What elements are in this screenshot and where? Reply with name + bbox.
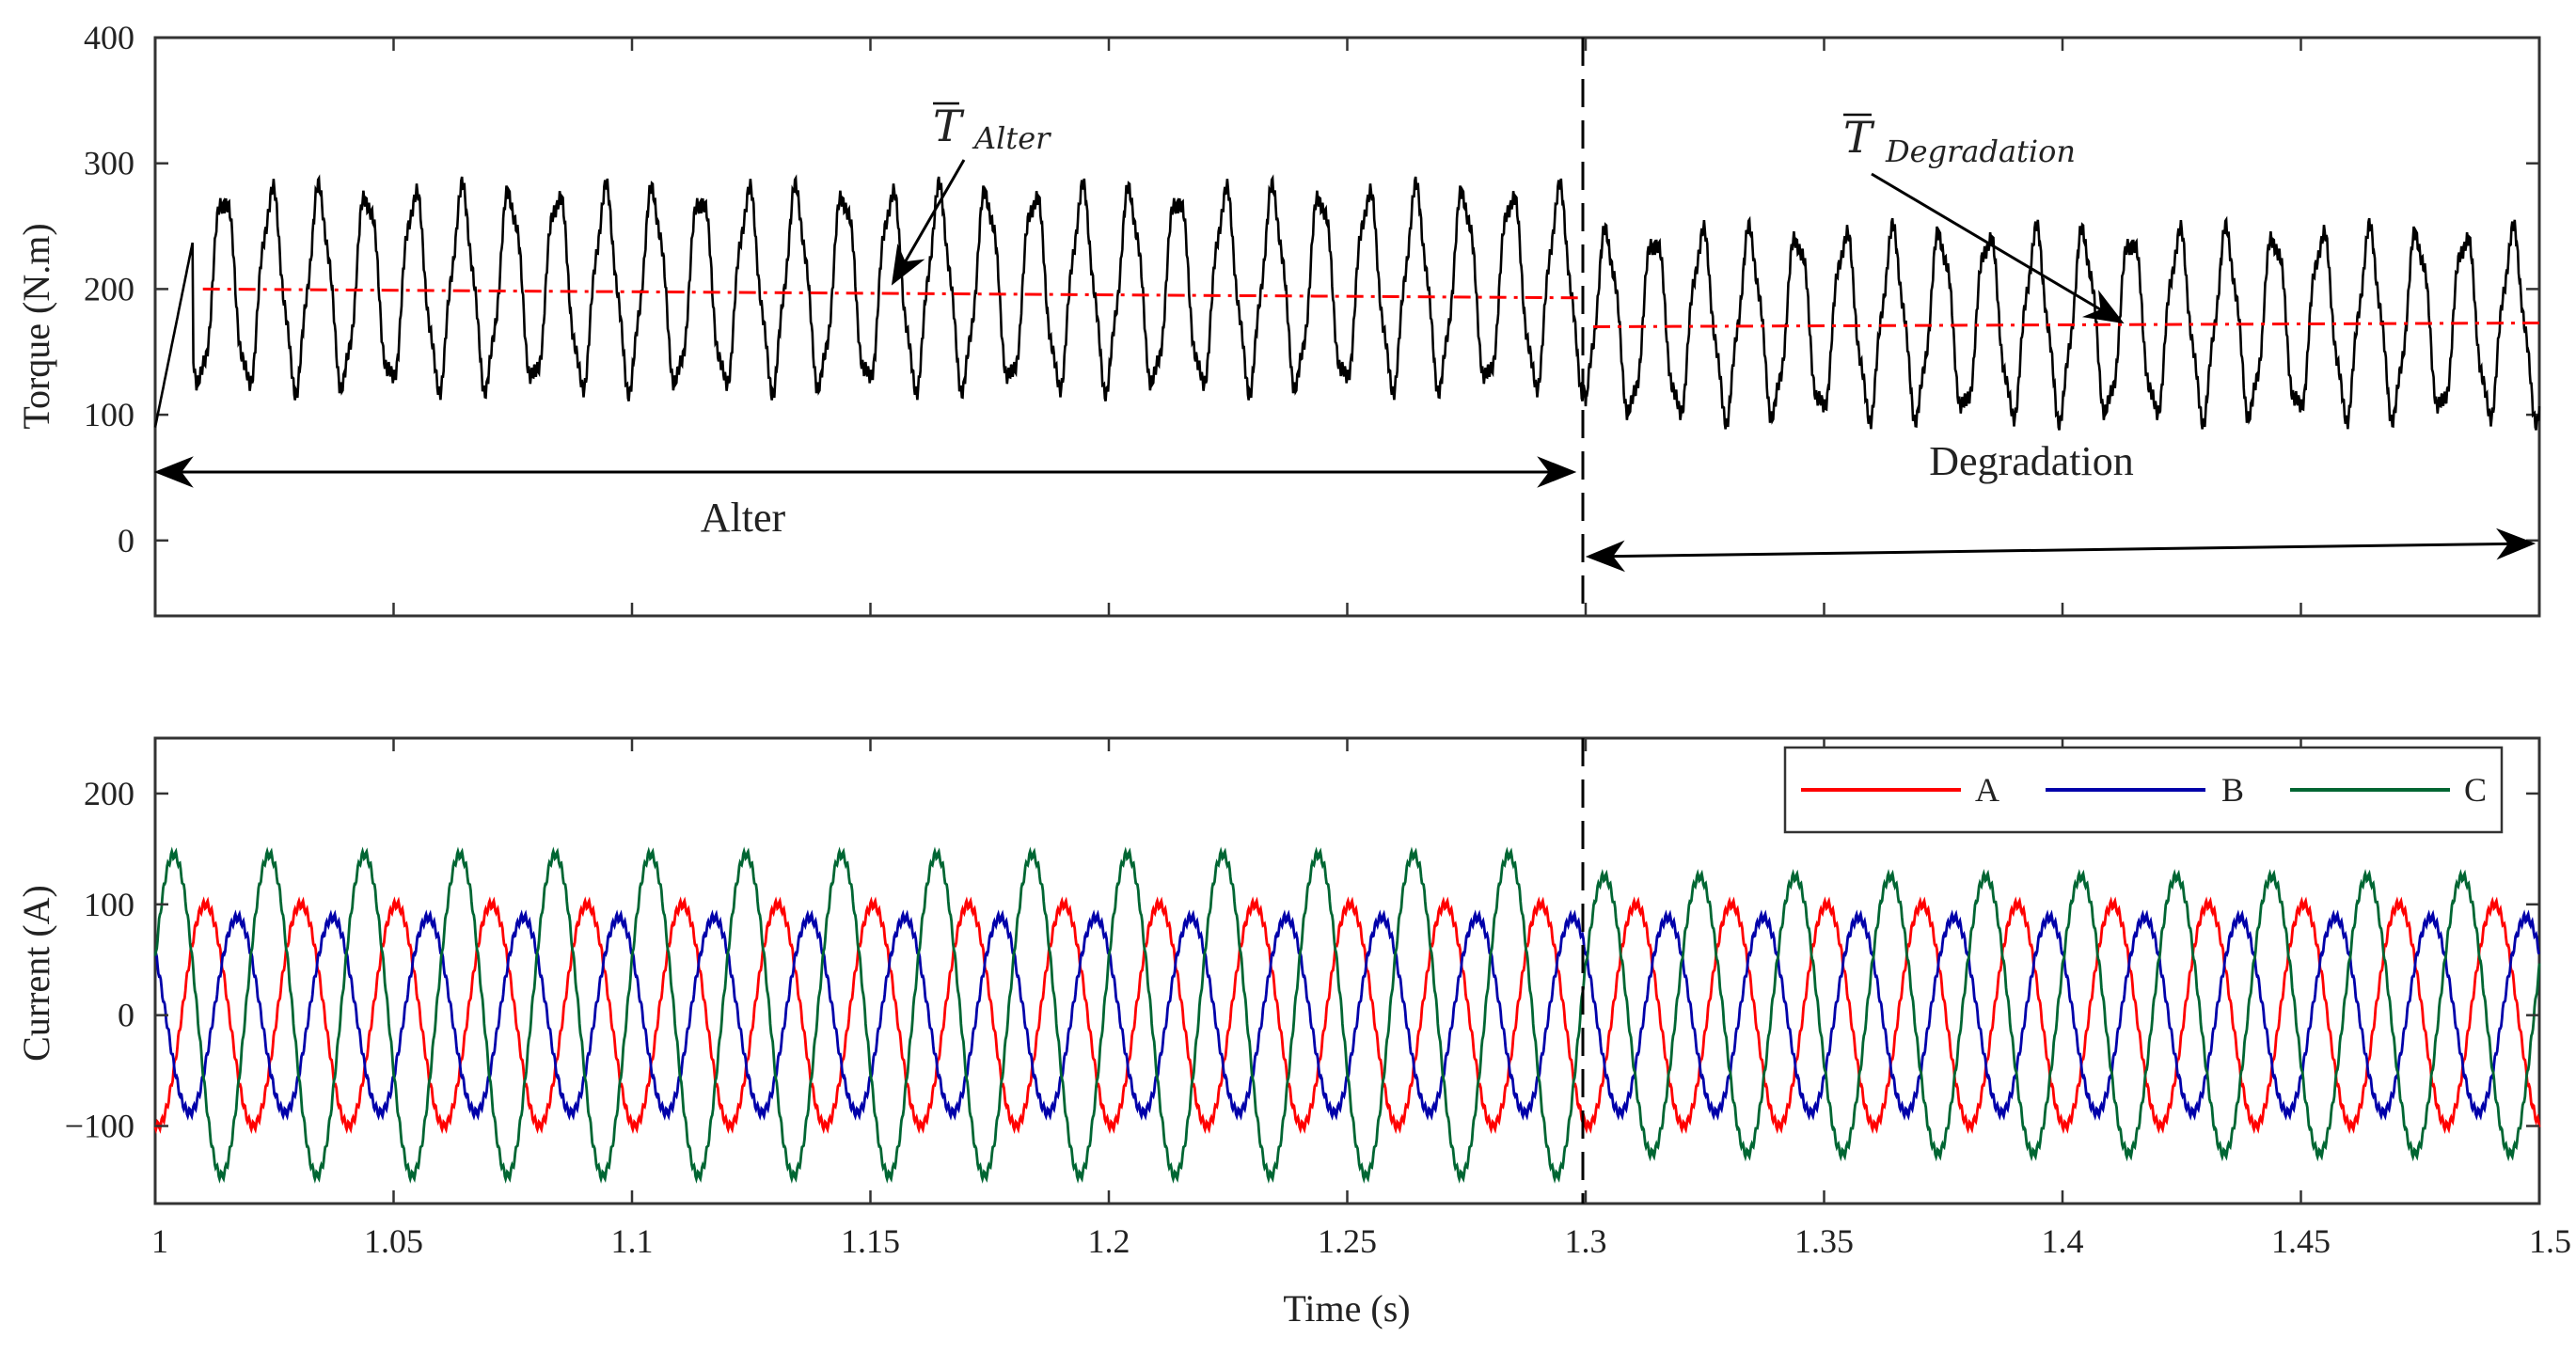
legend-label-b: B <box>2221 771 2244 809</box>
current-ytick-label: −100 <box>65 1108 134 1145</box>
t-alter-annotation: T Alter <box>891 101 1051 286</box>
current-ylabel: Current (A) <box>15 885 57 1062</box>
torque-waveform-line <box>153 174 2541 431</box>
torque-ytick-label: 200 <box>84 270 134 307</box>
current-xtick-label: 1.15 <box>841 1222 900 1260</box>
torque-mean-alter-line <box>202 287 1579 300</box>
current-series <box>153 846 2541 1184</box>
legend-label-a: A <box>1975 771 1999 809</box>
svg-text:Alter: Alter <box>972 120 1051 156</box>
current-ytick-label: 200 <box>84 775 134 812</box>
torque-plot-frame <box>153 36 2541 618</box>
torque-ticks: 0 100 200 300 400 <box>84 19 2541 616</box>
current-xtick-label: 1.25 <box>1318 1222 1377 1260</box>
torque-ytick-label: 400 <box>84 19 134 56</box>
torque-mean-degradation-line <box>1592 321 2540 328</box>
degradation-range-arrow <box>1585 527 2536 573</box>
svg-text:Degradation: Degradation <box>1885 134 2076 169</box>
svg-text:T: T <box>1843 112 1875 163</box>
current-xtick-label: 1.05 <box>364 1222 423 1260</box>
current-ticks: 1 1.05 1.1 1.15 1.2 1.25 1.3 1.35 1.4 1.45 1.5 −100… <box>65 738 2571 1260</box>
alter-region-label: Alter <box>701 495 786 541</box>
current-xtick-label: 1.3 <box>1565 1222 1607 1260</box>
current-phase-c-line <box>153 846 2541 1184</box>
current-panel: 1 1.05 1.1 1.15 1.2 1.25 1.3 1.35 1.4 1.45 1.5 −100… <box>15 736 2571 1330</box>
time-xlabel: Time (s) <box>1283 1287 1410 1330</box>
torque-ytick-label: 0 <box>118 522 134 559</box>
t-alter-arrow <box>891 159 966 286</box>
current-xtick-label: 1.5 <box>2529 1222 2571 1260</box>
degradation-region-label: Degradation <box>1929 438 2133 484</box>
legend-label-c: C <box>2464 771 2487 809</box>
legend: A B C <box>1783 746 2504 834</box>
current-ytick-label: 100 <box>84 886 134 923</box>
torque-ytick-label: 100 <box>84 396 134 433</box>
current-ytick-label: 0 <box>118 997 134 1034</box>
current-xtick-label: 1.1 <box>611 1222 654 1260</box>
current-xtick-label: 1.4 <box>2042 1222 2084 1260</box>
current-phase-a-line <box>153 896 2541 1135</box>
current-phase-b-line <box>153 909 2541 1121</box>
svg-text:T: T <box>933 101 965 151</box>
current-xtick-label: 1.2 <box>1088 1222 1130 1260</box>
current-xtick-label: 1.45 <box>2271 1222 2331 1260</box>
torque-ylabel: Torque (N.m) <box>15 223 57 429</box>
torque-ytick-label: 300 <box>84 145 134 182</box>
t-degradation-annotation: T Degradation <box>1843 112 2125 324</box>
current-xtick-label: 1.35 <box>1794 1222 1854 1260</box>
t-degradation-arrow <box>1871 172 2125 324</box>
torque-series <box>153 174 2541 431</box>
current-xtick-label: 1 <box>151 1222 168 1260</box>
torque-panel: 0 100 200 300 400 Torque (N.m) Alter Degrada… <box>15 19 2541 618</box>
